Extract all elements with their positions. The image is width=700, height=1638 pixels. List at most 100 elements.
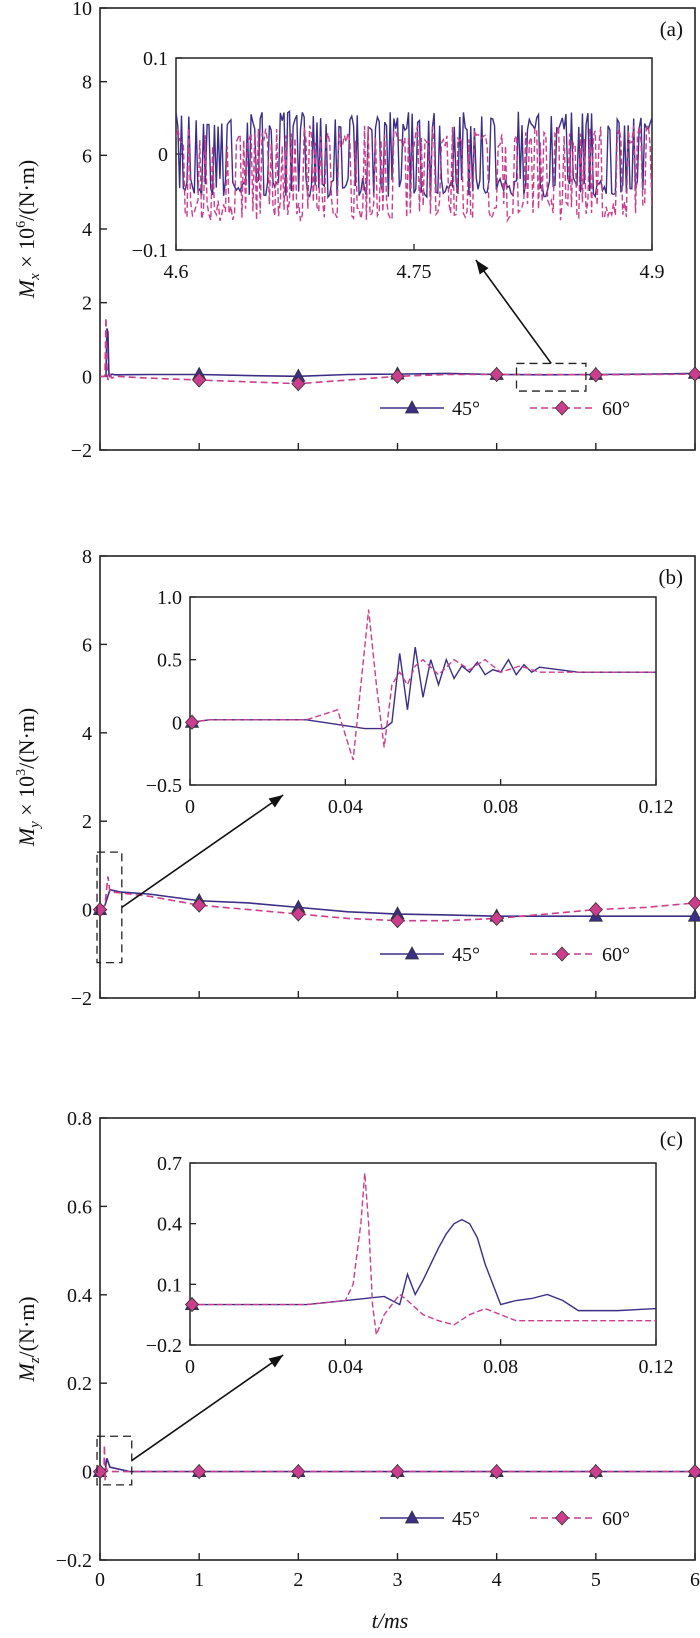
inset-series-line-60deg [190, 609, 656, 761]
legend-marker [554, 946, 570, 962]
y-title-subscript: z [27, 1357, 43, 1364]
inset-series-marker [184, 714, 200, 730]
zoom-arrow-head [268, 795, 284, 808]
y-title-superscript: 6 [14, 221, 29, 228]
legend-marker [404, 946, 420, 960]
y-title-symbol: M [14, 826, 39, 847]
series-marker [291, 1464, 306, 1480]
series-marker [687, 1464, 700, 1480]
inset-x-tick-label: 0.12 [639, 1356, 674, 1378]
y-tick-label: −0.2 [56, 1550, 92, 1572]
y-title-multiplier: × 10 [14, 228, 39, 273]
legend-label: 60° [602, 1508, 630, 1530]
y-tick-label: 0.6 [67, 1196, 92, 1218]
inset-x-tick-label: 4.9 [640, 261, 665, 283]
inset-x-tick-label: 0.04 [328, 796, 363, 818]
series-marker [192, 372, 207, 388]
inset-y-tick-label: 0.1 [143, 48, 168, 70]
series-marker [192, 1464, 207, 1480]
inset-frame [189, 596, 657, 786]
y-title-symbol: M [14, 1362, 39, 1383]
y-axis-title: My × 103/(N·m) [14, 708, 43, 848]
y-title-superscript: 3 [14, 769, 29, 776]
series-marker [291, 906, 306, 922]
inset-frame [189, 1162, 657, 1346]
inset-x-tick-label: 0.04 [328, 1356, 363, 1378]
legend-label: 60° [602, 398, 630, 420]
zoom-arrow-head [268, 1355, 284, 1368]
series-marker [588, 1464, 603, 1480]
inset-y-tick-label: 0.7 [157, 1153, 182, 1175]
y-tick-label: 0.2 [67, 1373, 92, 1395]
zoom-region-box [96, 1435, 133, 1486]
series-marker [489, 366, 504, 383]
y-tick-label: 8 [82, 72, 92, 94]
y-axis-title: Mz/(N·m) [14, 1296, 43, 1382]
legend-label: 45° [452, 1508, 480, 1530]
y-title-unit: /(N·m) [14, 160, 39, 221]
y-title-subscript: y [27, 821, 43, 830]
y-axis-title: Mx × 106/(N·m) [14, 160, 43, 300]
series-marker [687, 895, 700, 911]
legend-label: 60° [602, 944, 630, 966]
y-tick-label: 6 [82, 634, 92, 656]
inset-x-tick-label: 0.12 [639, 796, 674, 818]
series-marker [489, 1464, 504, 1480]
series-marker [390, 1464, 405, 1480]
zoom-region-box [515, 362, 587, 392]
y-tick-label: 0.4 [67, 1285, 92, 1307]
y-tick-label: 0 [82, 366, 92, 388]
series-line-60deg [100, 1445, 695, 1481]
inset-series-line-45deg [190, 1218, 656, 1312]
inset-series-marker [184, 1296, 200, 1313]
inset-x-tick-label: 0 [185, 1356, 195, 1378]
x-tick-label: 0 [95, 1569, 105, 1591]
series-line-45deg [100, 888, 695, 918]
y-title-multiplier: × 10 [14, 776, 39, 821]
series-marker [588, 902, 603, 918]
y-tick-label: 0 [82, 900, 92, 922]
legend-marker [404, 1510, 420, 1524]
x-axis-title: t/ms [372, 1608, 409, 1633]
inset-y-tick-label: −0.5 [146, 775, 182, 797]
zoom-arrow-head [475, 260, 489, 275]
y-title-subscript: x [27, 273, 43, 281]
y-tick-label: 6 [82, 145, 92, 167]
x-tick-label: 5 [591, 1569, 601, 1591]
inset-x-tick-label: 4.6 [164, 261, 189, 283]
inset-y-tick-label: 0 [158, 144, 168, 166]
series-marker [489, 910, 504, 927]
y-tick-label: −2 [71, 440, 92, 462]
inset-y-tick-label: −0.2 [146, 1335, 182, 1357]
inset-y-tick-label: 0.5 [157, 650, 182, 672]
inset-series-line-60deg [176, 123, 652, 224]
legend-label: 45° [452, 398, 480, 420]
series-marker [390, 368, 405, 384]
zoom-arrow-line [131, 1354, 284, 1462]
y-title-unit: /(N·m) [14, 708, 39, 769]
chart-panel-2: −0.200.20.40.60.80 1 2 3 4 5 6(c)Mz/(N·m)45° 60… [14, 1108, 700, 1591]
series-marker [390, 913, 405, 929]
legend-label: 45° [452, 944, 480, 966]
y-tick-label: 8 [82, 546, 92, 568]
series-line-60deg [100, 876, 695, 922]
y-tick-label: 2 [82, 293, 92, 315]
legend-marker [404, 400, 420, 414]
y-tick-label: −2 [71, 988, 92, 1010]
series-marker [192, 897, 207, 913]
legend-marker [554, 400, 570, 416]
x-tick-label: 1 [194, 1569, 204, 1591]
y-tick-label: 4 [82, 219, 92, 241]
inset-series-line-60deg [190, 1173, 656, 1336]
y-tick-label: 4 [82, 723, 92, 745]
series-line-60deg [100, 317, 695, 385]
inset-x-tick-label: 0 [185, 796, 195, 818]
y-title-unit: /(N·m) [14, 1296, 39, 1357]
x-tick-label: 4 [492, 1569, 502, 1591]
series-marker [687, 366, 700, 382]
y-title-symbol: M [14, 278, 39, 299]
panel-label: (c) [660, 1127, 683, 1151]
